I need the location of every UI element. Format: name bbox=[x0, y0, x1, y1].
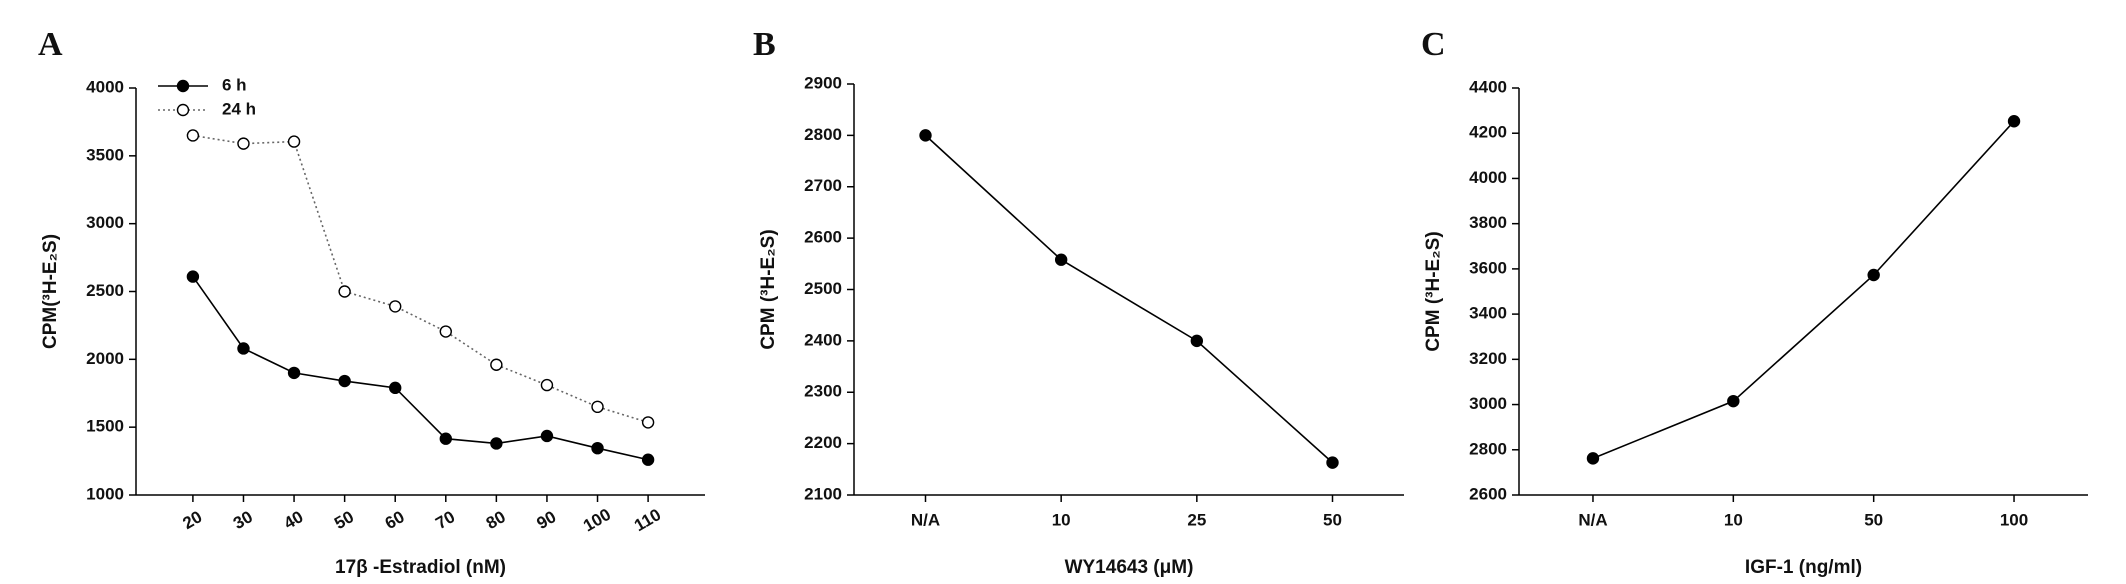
series-line bbox=[192, 276, 649, 461]
legend-marker bbox=[176, 79, 190, 93]
y-tick-label: 3600 bbox=[1469, 258, 1507, 277]
x-tick-label: 40 bbox=[281, 507, 307, 533]
y-tick-label: 3500 bbox=[86, 145, 124, 164]
marker bbox=[1867, 268, 1880, 282]
x-axis-title: WY14643 (μM) bbox=[1065, 557, 1194, 578]
marker bbox=[287, 135, 301, 148]
legend-marker bbox=[176, 103, 190, 117]
y-axis-title: CPM (³H-E₂S) bbox=[758, 229, 779, 349]
x-tick-label: 10 bbox=[1724, 510, 1743, 529]
x-axis-title: IGF-1 (ng/ml) bbox=[1745, 557, 1862, 578]
y-tick-label: 3400 bbox=[1469, 304, 1507, 323]
marker bbox=[389, 300, 402, 313]
marker bbox=[2007, 115, 2021, 128]
marker bbox=[186, 270, 200, 283]
y-tick-label: 4400 bbox=[1469, 77, 1507, 96]
y-tick-label: 1000 bbox=[86, 484, 124, 503]
y-tick-label: 3000 bbox=[1469, 394, 1507, 413]
y-tick-label: 4000 bbox=[1469, 168, 1507, 187]
marker bbox=[1727, 394, 1740, 408]
y-axis-title: CPM(³H-E₂S) bbox=[40, 234, 61, 349]
y-tick-label: 4000 bbox=[86, 77, 124, 96]
y-tick-label: 2500 bbox=[804, 279, 842, 298]
x-tick-label: 100 bbox=[2000, 510, 2028, 529]
marker bbox=[591, 400, 604, 414]
x-tick-label: 10 bbox=[1052, 510, 1071, 529]
marker bbox=[287, 366, 301, 380]
series-line bbox=[1592, 120, 2015, 460]
panel-label: A bbox=[38, 26, 63, 63]
x-tick-label: 60 bbox=[382, 507, 408, 533]
y-tick-label: 2900 bbox=[804, 73, 842, 92]
y-tick-label: 1500 bbox=[86, 417, 124, 436]
marker bbox=[540, 378, 554, 392]
marker bbox=[490, 437, 503, 450]
panel-label: C bbox=[1421, 26, 1446, 63]
x-tick-label: 70 bbox=[432, 507, 458, 533]
y-tick-label: 2200 bbox=[804, 433, 842, 452]
y-tick-label: 2000 bbox=[86, 349, 124, 368]
y-axis-title: CPM (³H-E₂S) bbox=[1423, 231, 1444, 351]
y-tick-label: 2500 bbox=[86, 281, 124, 300]
x-tick-label: 50 bbox=[331, 507, 357, 533]
legend-label: 24 h bbox=[222, 99, 256, 118]
x-tick-label: 80 bbox=[483, 507, 509, 533]
x-tick-label: N/A bbox=[911, 510, 940, 529]
marker bbox=[490, 358, 503, 371]
marker bbox=[338, 285, 351, 298]
x-tick-label: 90 bbox=[533, 507, 559, 533]
y-tick-label: 2800 bbox=[804, 125, 842, 144]
marker bbox=[1054, 253, 1068, 266]
x-axis-title: 17β -Estradiol (nM) bbox=[335, 557, 506, 578]
series-line bbox=[924, 134, 1334, 464]
marker bbox=[1190, 334, 1204, 348]
y-tick-label: 2700 bbox=[804, 176, 842, 195]
marker bbox=[237, 342, 250, 355]
y-tick-label: 2300 bbox=[804, 382, 842, 401]
marker bbox=[641, 416, 655, 429]
y-tick-label: 2100 bbox=[804, 484, 842, 503]
x-tick-label: 20 bbox=[179, 507, 205, 533]
marker bbox=[338, 374, 351, 388]
x-tick-label: 25 bbox=[1187, 510, 1206, 529]
x-tick-label: N/A bbox=[1578, 510, 1607, 529]
series-line bbox=[192, 134, 649, 424]
marker bbox=[919, 129, 932, 142]
x-tick-label: 110 bbox=[631, 505, 664, 535]
legend-label: 6 h bbox=[222, 75, 247, 94]
y-tick-label: 3200 bbox=[1469, 349, 1507, 368]
y-tick-label: 4200 bbox=[1469, 123, 1507, 142]
x-tick-label: 30 bbox=[230, 507, 256, 533]
marker bbox=[237, 137, 250, 150]
panel-label: B bbox=[753, 26, 776, 63]
y-tick-label: 2400 bbox=[804, 330, 842, 349]
marker bbox=[439, 325, 452, 338]
marker bbox=[591, 441, 604, 455]
marker bbox=[641, 453, 655, 466]
y-tick-label: 3000 bbox=[86, 213, 124, 232]
marker bbox=[1586, 452, 1600, 465]
y-tick-label: 2600 bbox=[804, 228, 842, 247]
y-tick-label: 2600 bbox=[1469, 484, 1507, 503]
y-tick-label: 3800 bbox=[1469, 213, 1507, 232]
x-tick-label: 50 bbox=[1323, 510, 1342, 529]
marker bbox=[439, 432, 452, 445]
x-tick-label: 50 bbox=[1864, 510, 1883, 529]
marker bbox=[1326, 456, 1339, 469]
marker bbox=[186, 129, 200, 142]
marker bbox=[540, 429, 554, 443]
x-tick-label: 100 bbox=[580, 505, 614, 536]
y-tick-label: 2800 bbox=[1469, 439, 1507, 458]
marker bbox=[389, 381, 402, 395]
